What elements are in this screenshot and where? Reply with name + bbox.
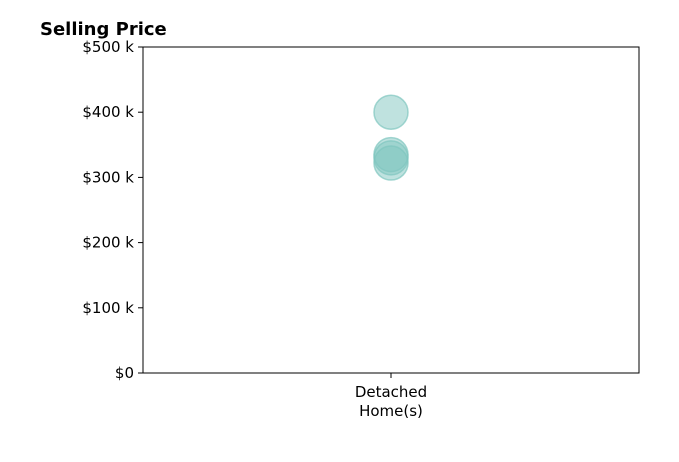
y-tick-label: $500 k bbox=[82, 38, 134, 56]
data-point bbox=[373, 94, 409, 130]
y-tick-label: $200 k bbox=[82, 234, 134, 252]
x-category-label: Home(s) bbox=[359, 402, 423, 420]
y-tick-label: $400 k bbox=[82, 103, 134, 121]
data-point bbox=[373, 145, 409, 181]
y-tick-label: $100 k bbox=[82, 299, 134, 317]
chart-title: Selling Price bbox=[40, 19, 167, 40]
plot-area: $0 $100 k $200 k $300 k $400 k $500 k Detached… bbox=[82, 38, 640, 420]
x-category-label: Detached bbox=[355, 383, 427, 401]
y-tick-label: $0 bbox=[115, 364, 134, 382]
y-tick-label: $300 k bbox=[82, 168, 134, 186]
